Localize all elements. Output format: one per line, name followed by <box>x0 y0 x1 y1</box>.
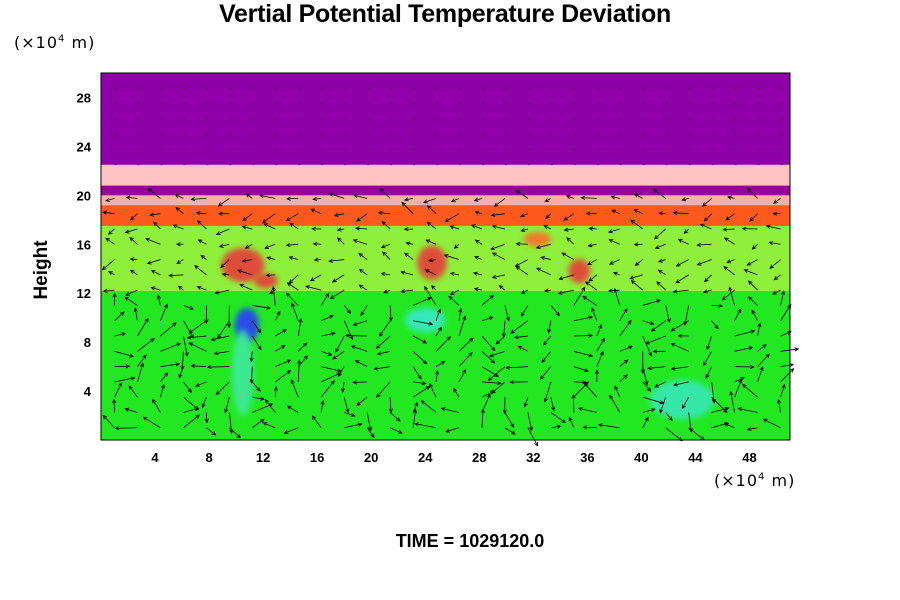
y-tick-label: 4 <box>84 384 92 399</box>
x-tick-label: 32 <box>526 450 540 465</box>
field-feature-2 <box>417 245 447 280</box>
x-tick-label: 44 <box>688 450 703 465</box>
field-feature-7 <box>649 380 715 420</box>
field-layer-4 <box>101 185 790 196</box>
field-feature-8 <box>232 329 254 416</box>
field-layer-5 <box>101 164 790 186</box>
x-tick-label: 12 <box>256 450 270 465</box>
x-tick-label: 24 <box>418 450 433 465</box>
field-feature-0 <box>221 247 265 283</box>
x-axis-unit: (×104 m) <box>714 471 796 490</box>
x-tick-label: 4 <box>151 450 159 465</box>
y-tick-label: 24 <box>77 139 92 154</box>
plot-frame <box>100 72 791 441</box>
field-feature-4 <box>523 232 551 247</box>
y-tick-label: 20 <box>77 188 91 203</box>
y-tick-label: 8 <box>84 335 91 350</box>
x-tick-label: 28 <box>472 450 486 465</box>
field-layer-2 <box>101 205 790 226</box>
x-tick-label: 48 <box>742 450 756 465</box>
field-layer-6 <box>101 73 790 165</box>
y-axis-unit: (×104 m) <box>14 33 96 52</box>
x-tick-label: 40 <box>634 450 648 465</box>
field-layer-3 <box>101 195 790 206</box>
field-feature-3 <box>568 258 591 284</box>
chart-title: Vertial Potential Temperature Deviation <box>219 0 671 28</box>
field-feature-6 <box>404 307 446 333</box>
field-feature-1 <box>253 273 278 289</box>
y-tick-label: 16 <box>77 237 91 252</box>
x-tick-label: 36 <box>580 450 594 465</box>
y-tick-label: 28 <box>77 90 91 105</box>
time-label: TIME = 1029120.0 <box>395 531 545 551</box>
x-tick-label: 8 <box>205 450 212 465</box>
y-tick-label: 12 <box>77 286 91 301</box>
vector-field <box>101 87 800 447</box>
x-tick-label: 20 <box>364 450 378 465</box>
x-tick-label: 16 <box>310 450 324 465</box>
